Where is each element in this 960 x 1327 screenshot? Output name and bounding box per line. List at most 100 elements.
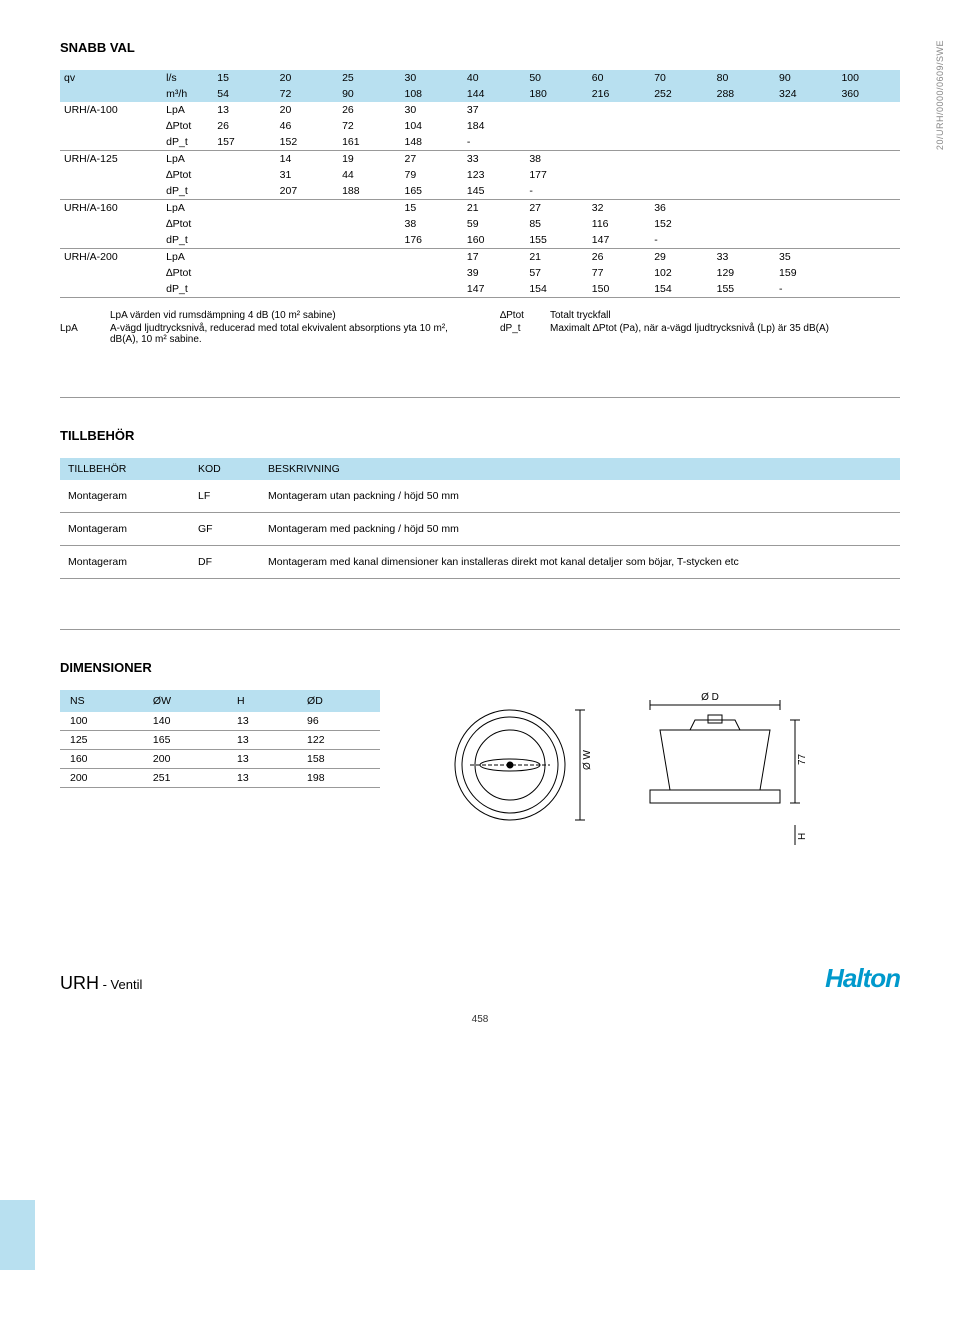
snabb-cell <box>338 281 400 298</box>
snabb-cell: 157 <box>213 134 275 151</box>
snabb-unit-m3h: m³/h <box>162 86 213 102</box>
footer-sub: - Ventil <box>99 977 142 992</box>
snabb-cell: 161 <box>338 134 400 151</box>
tillbehor-table: TILLBEHÖRKODBESKRIVNINGMontageramLFMonta… <box>60 458 900 579</box>
side-doc-code: 20/URH/0000/0609/SWE <box>935 40 945 150</box>
snabb-cell: 152 <box>276 134 338 151</box>
snabb-hdr-cell: 108 <box>401 86 463 102</box>
tillb-cell: GF <box>190 513 260 546</box>
snabb-cell <box>713 167 775 183</box>
tillb-cell: LF <box>190 480 260 513</box>
snabb-cell <box>213 151 275 168</box>
snabb-model: URH/A-160 <box>60 200 162 217</box>
dim-cell: 96 <box>297 712 380 731</box>
tillb-cell: Montageram med kanal dimensioner kan ins… <box>260 546 900 579</box>
note-val: A-vägd ljudtrycksnivå, reducerad med tot… <box>110 323 460 345</box>
snabb-cell: 46 <box>276 118 338 134</box>
footer: URH - Ventil Halton <box>60 963 900 994</box>
snabb-notes: LpA värden vid rumsdämpning 4 dB (10 m² … <box>60 310 900 347</box>
snabb-model: URH/A-200 <box>60 249 162 266</box>
snabb-cell <box>713 134 775 151</box>
snabb-cell <box>213 232 275 249</box>
tillb-cell: Montageram <box>60 513 190 546</box>
snabb-cell: 26 <box>338 102 400 118</box>
halton-logo: Halton <box>825 963 900 994</box>
snabb-hdr-cell: 80 <box>713 70 775 86</box>
snabb-cell: 72 <box>338 118 400 134</box>
tillb-header: KOD <box>190 458 260 480</box>
note-val: Totalt tryckfall <box>550 310 900 321</box>
snabb-row-label: LpA <box>162 151 213 168</box>
snabb-cell <box>276 281 338 298</box>
snabb-title: SNABB VAL <box>60 40 900 55</box>
snabb-cell: 38 <box>525 151 587 168</box>
snabb-cell: 35 <box>775 249 837 266</box>
snabb-cell <box>837 281 900 298</box>
snabb-hdr-cell: 252 <box>650 86 712 102</box>
snabb-cell <box>713 200 775 217</box>
dim-cell: 200 <box>60 769 143 788</box>
snabb-cell: 33 <box>463 151 525 168</box>
snabb-cell: 152 <box>650 216 712 232</box>
tillb-cell: Montageram med packning / höjd 50 mm <box>260 513 900 546</box>
snabb-row-label: ∆Ptot <box>162 167 213 183</box>
snabb-hdr-cell: 360 <box>837 86 900 102</box>
snabb-hdr-cell: 100 <box>837 70 900 86</box>
note-key: ∆Ptot <box>500 310 550 321</box>
snabb-cell <box>588 102 650 118</box>
snabb-cell: 184 <box>463 118 525 134</box>
snabb-cell <box>713 151 775 168</box>
snabb-cell: 14 <box>276 151 338 168</box>
snabb-cell <box>775 118 837 134</box>
tillb-cell: Montageram utan packning / höjd 50 mm <box>260 480 900 513</box>
note-val: Maximalt ∆Ptot (Pa), när a-vägd ljudtryc… <box>550 323 900 334</box>
snabb-cell: 26 <box>213 118 275 134</box>
snabb-cell: 33 <box>713 249 775 266</box>
dim-header: H <box>227 690 297 712</box>
dim-label-ow: Ø W <box>582 749 593 770</box>
dim-title: DIMENSIONER <box>60 660 900 675</box>
tillb-cell: DF <box>190 546 260 579</box>
snabb-cell: - <box>525 183 587 200</box>
dim-cell: 13 <box>227 750 297 769</box>
snabb-cell <box>650 151 712 168</box>
snabb-cell <box>588 118 650 134</box>
snabb-cell: 155 <box>525 232 587 249</box>
snabb-qv: qv <box>60 70 162 86</box>
snabb-cell <box>401 249 463 266</box>
snabb-cell: 27 <box>401 151 463 168</box>
note-key <box>60 310 110 321</box>
dim-header: ØD <box>297 690 380 712</box>
snabb-cell <box>775 102 837 118</box>
snabb-cell <box>650 134 712 151</box>
snabb-cell: 57 <box>525 265 587 281</box>
snabb-model: URH/A-125 <box>60 151 162 168</box>
snabb-cell <box>213 183 275 200</box>
snabb-cell: 123 <box>463 167 525 183</box>
snabb-hdr-cell: 15 <box>213 70 275 86</box>
snabb-cell <box>588 167 650 183</box>
dim-cell: 251 <box>143 769 227 788</box>
snabb-val-section: SNABB VAL qvl/s15202530405060708090100m³… <box>60 40 900 347</box>
snabb-cell: - <box>775 281 837 298</box>
snabb-cell: 207 <box>276 183 338 200</box>
snabb-hdr-cell: 25 <box>338 70 400 86</box>
dim-header: NS <box>60 690 143 712</box>
dim-cell: 125 <box>60 731 143 750</box>
separator <box>60 397 900 398</box>
snabb-cell: 15 <box>401 200 463 217</box>
snabb-cell <box>276 232 338 249</box>
snabb-cell: 77 <box>588 265 650 281</box>
dim-cell: 158 <box>297 750 380 769</box>
snabb-hdr-cell: 180 <box>525 86 587 102</box>
left-accent-bar <box>0 1200 35 1270</box>
dim-cell: 13 <box>227 731 297 750</box>
snabb-cell: 160 <box>463 232 525 249</box>
note-val: LpA värden vid rumsdämpning 4 dB (10 m² … <box>110 310 460 321</box>
snabb-hdr-cell: 70 <box>650 70 712 86</box>
snabb-cell: 148 <box>401 134 463 151</box>
snabb-cell <box>713 102 775 118</box>
snabb-cell <box>525 102 587 118</box>
snabb-table: qvl/s15202530405060708090100m³/h54729010… <box>60 70 900 298</box>
snabb-cell <box>650 183 712 200</box>
